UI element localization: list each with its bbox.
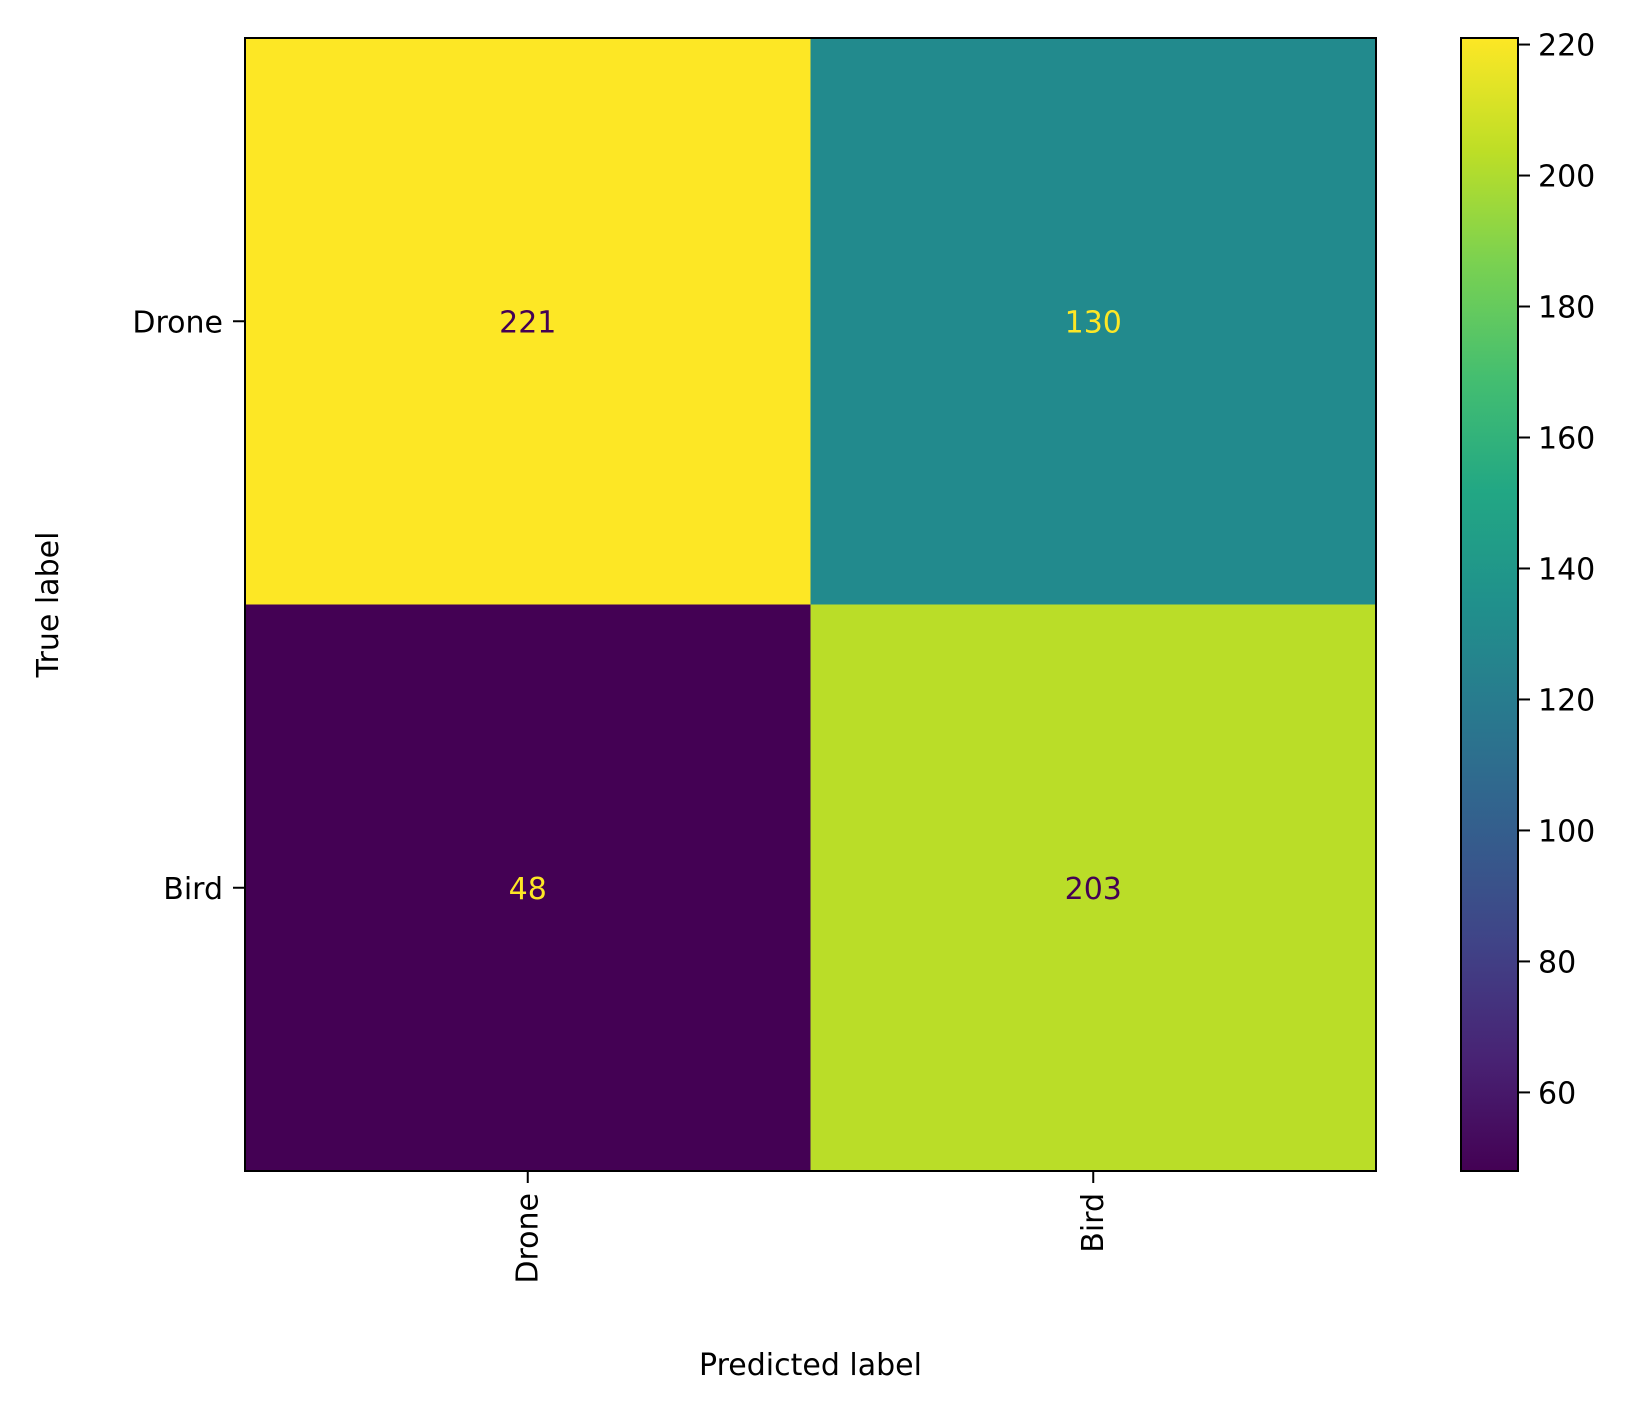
- colorbar-ticks: 60 80 100 120 140 160 180 200 220: [1518, 29, 1595, 1111]
- colorbar-tick-label: 160: [1538, 421, 1595, 456]
- colorbar-tick-label: 80: [1538, 945, 1576, 980]
- y-axis-ticks: Drone Bird: [132, 305, 245, 907]
- cell-value-label: 203: [1065, 872, 1122, 907]
- heatmap-cell-labels: 221 130 48 203: [499, 305, 1122, 907]
- x-axis-label: Predicted label: [699, 1348, 922, 1383]
- colorbar-tick-label: 60: [1538, 1076, 1576, 1111]
- colorbar-tick-label: 200: [1538, 160, 1595, 195]
- y-tick-label: Bird: [163, 872, 223, 907]
- y-tick-label: Drone: [132, 305, 223, 340]
- colorbar-tick-label: 220: [1538, 29, 1595, 64]
- cell-value-label: 221: [499, 305, 556, 340]
- heatmap-cell: [810, 38, 1377, 605]
- y-axis-label: True label: [31, 532, 66, 679]
- colorbar-tick-label: 140: [1538, 552, 1595, 587]
- plot-frame: [244, 37, 1377, 1172]
- heatmap-cell: [245, 38, 811, 605]
- heatmap-cells: [245, 38, 1377, 1172]
- colorbar-frame: [1460, 37, 1519, 1172]
- x-tick-label: Drone: [510, 1193, 545, 1284]
- colorbar: [1461, 38, 1518, 1171]
- colorbar-tick-label: 120: [1538, 683, 1595, 718]
- cell-value-label: 48: [509, 872, 547, 907]
- heatmap-cell: [810, 604, 1377, 1172]
- cell-value-label: 130: [1065, 305, 1122, 340]
- colorbar-tick-label: 180: [1538, 291, 1595, 326]
- x-tick-label: Bird: [1076, 1193, 1111, 1253]
- x-axis-ticks: Drone Bird: [510, 1171, 1111, 1284]
- heatmap-cell: [245, 604, 811, 1172]
- colorbar-tick-label: 100: [1538, 814, 1595, 849]
